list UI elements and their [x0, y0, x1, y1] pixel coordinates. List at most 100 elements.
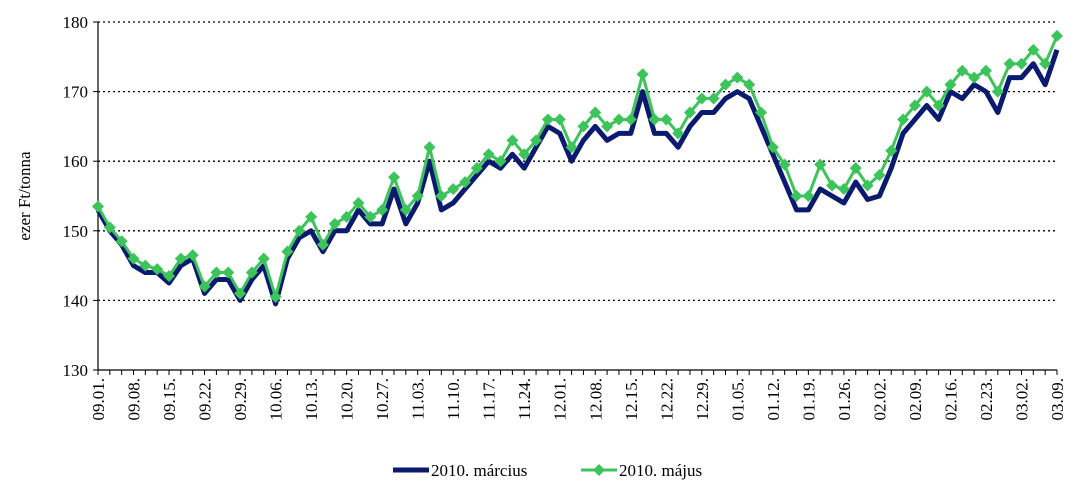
marker — [873, 169, 886, 182]
x-tick-label: 02.23. — [977, 378, 996, 421]
marker — [660, 113, 673, 126]
marker — [1027, 43, 1040, 56]
x-tick-label: 09.08. — [125, 378, 144, 421]
marker — [944, 78, 957, 91]
marker — [814, 158, 827, 171]
marker — [103, 221, 116, 234]
marker — [908, 99, 921, 112]
marker — [920, 85, 933, 98]
marker — [174, 252, 187, 265]
marker — [802, 190, 815, 202]
legend-marker — [593, 464, 605, 476]
marker — [281, 245, 294, 258]
marker — [447, 183, 460, 196]
marker — [494, 155, 507, 168]
marker — [1039, 57, 1052, 70]
marker — [127, 252, 140, 265]
marker — [506, 134, 519, 147]
x-tick-label: 12.08. — [586, 378, 605, 421]
marker — [435, 190, 448, 202]
marker — [861, 179, 874, 192]
x-tick-label: 02.02. — [870, 378, 889, 421]
x-tick-label: 12.29. — [693, 378, 712, 421]
x-tick-label: 12.22. — [657, 378, 676, 421]
x-tick-label: 02.16. — [941, 378, 960, 421]
marker — [672, 127, 685, 140]
y-tick-label: 130 — [63, 361, 89, 380]
x-tick-label: 03.09. — [1048, 378, 1065, 421]
marker — [695, 92, 708, 105]
x-tick-label: 10.06. — [267, 378, 286, 421]
marker — [364, 210, 377, 223]
x-tick-label: 01.26. — [835, 378, 854, 421]
y-tick-label: 150 — [63, 222, 89, 241]
x-tick-label: 09.01. — [89, 378, 108, 421]
marker — [316, 238, 329, 251]
marker — [245, 266, 258, 279]
marker — [553, 113, 566, 126]
marker — [459, 176, 472, 189]
legend-label: 2010. március — [431, 461, 527, 480]
marker — [956, 64, 969, 77]
x-tick-label: 01.12. — [764, 378, 783, 421]
marker — [932, 99, 945, 112]
marker — [518, 148, 531, 161]
x-tick-label: 11.10. — [444, 378, 463, 420]
marker — [234, 287, 247, 300]
marker — [340, 210, 353, 223]
marker — [885, 144, 898, 157]
x-tick-label: 09.22. — [196, 378, 215, 421]
marker — [186, 249, 199, 262]
marker — [352, 196, 365, 209]
marker — [778, 158, 791, 171]
marker — [589, 106, 602, 119]
series-line — [96, 35, 1059, 299]
x-tick-label: 01.19. — [799, 378, 818, 421]
marker — [743, 78, 756, 91]
marker — [257, 252, 270, 265]
marker — [968, 71, 981, 84]
marker — [648, 113, 661, 126]
x-tick-label: 12.01. — [551, 378, 570, 421]
marker — [826, 179, 839, 192]
marker — [719, 78, 732, 91]
marker — [92, 200, 104, 213]
marker — [530, 134, 543, 147]
marker — [115, 235, 128, 248]
marker — [897, 113, 910, 126]
x-tick-label: 11.03. — [409, 378, 428, 420]
y-tick-label: 160 — [63, 152, 89, 171]
marker — [210, 266, 223, 279]
y-tick-label: 170 — [63, 83, 89, 102]
marker — [470, 162, 483, 175]
legend-label: 2010. május — [619, 461, 702, 480]
marker — [991, 85, 1004, 98]
series-line — [95, 49, 1060, 307]
marker — [766, 141, 779, 154]
marker — [1051, 29, 1063, 42]
x-tick-label: 09.29. — [231, 378, 250, 421]
marker — [612, 113, 625, 126]
marker — [601, 120, 614, 133]
x-tick-label: 09.15. — [160, 378, 179, 421]
y-tick-label: 140 — [63, 291, 89, 310]
marker — [1015, 57, 1028, 70]
marker — [790, 190, 803, 202]
marker — [328, 217, 341, 230]
marker — [541, 113, 554, 126]
marker — [837, 183, 850, 196]
x-tick-label: 11.17. — [480, 378, 499, 420]
marker — [979, 64, 992, 77]
marker — [387, 171, 400, 184]
marker — [1003, 57, 1016, 70]
marker — [624, 113, 637, 126]
x-tick-label: 02.09. — [906, 378, 925, 421]
x-tick-label: 03.02. — [1012, 378, 1031, 421]
marker — [163, 270, 176, 283]
y-tick-label: 180 — [63, 13, 89, 32]
marker — [731, 71, 744, 84]
marker — [565, 141, 578, 154]
x-tick-label: 12.15. — [622, 378, 641, 421]
marker — [269, 290, 282, 303]
